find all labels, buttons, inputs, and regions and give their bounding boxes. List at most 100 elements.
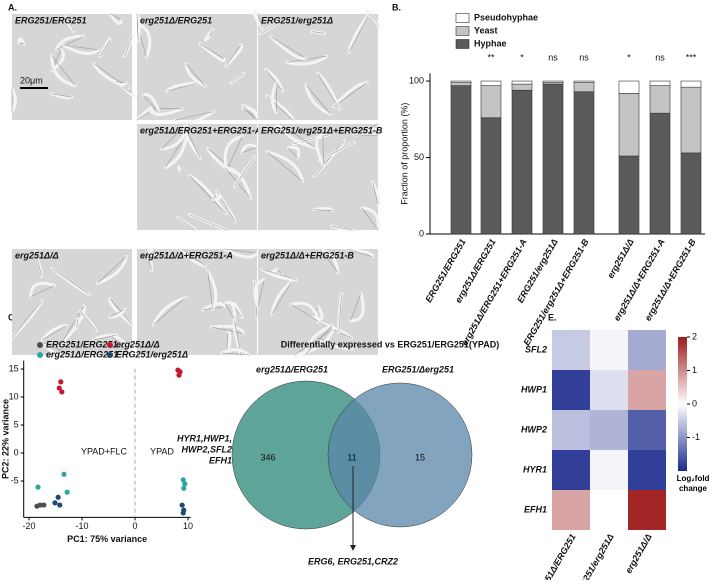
bar-segment [574, 83, 594, 92]
heat-cell [590, 330, 628, 370]
legend-label: Yeast [474, 25, 498, 35]
gene-list: ERG6, ERG251,CRZ2 [308, 556, 398, 566]
heat-cell [590, 410, 628, 450]
heat-cell [590, 450, 628, 490]
legend-label: ERG251/ERG251 [46, 339, 118, 349]
micrograph-label: erg251Δ/Δ+ERG251-B [261, 250, 354, 260]
micrograph-label: ERG251/erg251Δ [261, 15, 333, 25]
significance: ns [579, 52, 589, 62]
y-tick-label: 50 [414, 152, 424, 162]
arrow-head [350, 545, 356, 551]
bar-segment [481, 118, 501, 234]
micrograph-label: erg251Δ/ERG251+ERG251-A [140, 125, 261, 135]
point [176, 373, 181, 378]
colorbar-tick-label: 2 [692, 331, 697, 341]
bar-segment [451, 81, 471, 83]
bar-segment [681, 153, 701, 234]
bar-segment [681, 87, 701, 153]
significance: * [520, 52, 524, 62]
legend-swatch [456, 27, 469, 36]
colorbar-label-box: Log₂fold change [668, 474, 718, 504]
x-tick-label: 10 [183, 521, 193, 531]
bar-segment [574, 81, 594, 83]
heat-cell [590, 490, 628, 530]
point [182, 481, 187, 486]
col-label: erg251Δ/ERG251 [533, 532, 578, 580]
scale-bar-label: 20μm [20, 75, 43, 85]
venn-title: Differentially expressed vs ERG251/ERG25… [281, 339, 499, 349]
venn-count: 15 [415, 452, 425, 462]
legend-swatch [456, 14, 469, 23]
row-label: HWP2 [521, 424, 547, 434]
row-label: HYR1 [523, 464, 547, 474]
row-label: HWP1 [521, 384, 547, 394]
colorbar [678, 337, 687, 471]
bar-segment [451, 86, 471, 234]
bar-segment [650, 86, 670, 114]
y-tick-label: 100 [409, 75, 424, 85]
bar-segment [650, 81, 670, 86]
micrograph-label: erg251Δ/Δ [15, 250, 59, 260]
gene-list: HWP2,SFL2 [181, 444, 232, 454]
heat-cell [552, 330, 590, 370]
point [56, 495, 61, 500]
point [59, 389, 64, 394]
bar-segment [451, 83, 471, 86]
gene-list: HYR1,HWP1, [177, 433, 232, 443]
x-tick-label: erg251Δ/Δ [605, 237, 635, 280]
colorbar-tick-label: 0 [692, 398, 697, 408]
venn-count: 11 [347, 452, 356, 462]
heat-cell [628, 450, 666, 490]
legend-label: Pseudohyphae [474, 12, 538, 22]
col-label: erg251Δ/Δ [623, 532, 653, 575]
point [35, 485, 40, 490]
point [52, 500, 57, 505]
point [57, 502, 62, 507]
micrograph-label: ERG251/ERG251 [15, 15, 87, 25]
point [58, 379, 63, 384]
colorbar-tick-label: 1 [692, 365, 697, 375]
bar-segment [512, 81, 532, 84]
significance: *** [686, 52, 697, 62]
hypha [179, 167, 180, 171]
point [61, 472, 66, 477]
row-label: SFL2 [525, 344, 547, 354]
y-tick-label: 0 [419, 228, 424, 238]
row-label: EFH1 [524, 504, 547, 514]
colorbar-tick-label: -1 [692, 432, 700, 442]
gene-list: EFH1 [209, 455, 232, 465]
x-tick-label: -20 [22, 521, 35, 531]
legend-label: ERG251/erg251Δ [116, 349, 188, 359]
significance: ns [655, 52, 665, 62]
heat-cell [628, 370, 666, 410]
bar-segment [619, 93, 639, 156]
bar-segment [543, 81, 563, 83]
heat-cell [552, 450, 590, 490]
bar-segment [512, 84, 532, 90]
heat-cell [552, 410, 590, 450]
annotation: YPAD+FLC [81, 446, 128, 456]
bar-segment [574, 92, 594, 234]
y-tick-label: 15 [9, 363, 19, 373]
point [65, 490, 70, 495]
bar-segment [650, 113, 670, 234]
annotation: YPAD [150, 446, 174, 456]
bar-segment [619, 81, 639, 93]
y-tick-label: -5 [11, 475, 19, 485]
legend-marker [107, 342, 113, 348]
y-tick-label: 5 [14, 419, 19, 429]
legend-label: erg251Δ/Δ [116, 339, 160, 349]
heat-cell [628, 330, 666, 370]
heat-cell [628, 490, 666, 530]
bar-segment [481, 86, 501, 118]
bar-segment [481, 81, 501, 86]
legend-marker [37, 352, 43, 358]
colorbar-label: Log₂fold change [668, 474, 718, 494]
bar-segment [681, 81, 701, 87]
point [38, 502, 43, 507]
significance: * [627, 52, 631, 62]
point [181, 510, 186, 515]
x-tick-label: -10 [75, 521, 88, 531]
col-label: ERG251/erg251Δ [571, 532, 616, 580]
